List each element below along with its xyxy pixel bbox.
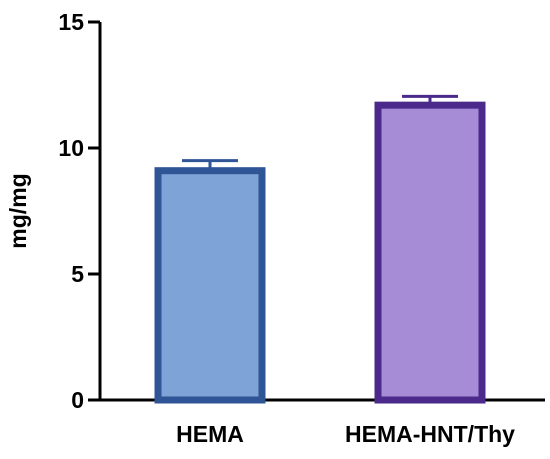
- x-tick-labels: HEMA HEMA-HNT/Thy: [176, 421, 515, 447]
- bar: [154, 167, 266, 404]
- y-tick-label: 0: [71, 387, 84, 413]
- y-ticks: 0 5 10 15: [58, 9, 100, 413]
- y-tick-label: 15: [58, 9, 84, 35]
- bar: [374, 101, 486, 404]
- x-tick-label: HEMA-HNT/Thy: [345, 421, 515, 447]
- x-tick-label: HEMA: [176, 421, 244, 447]
- y-axis-title: mg/mg: [5, 173, 31, 248]
- bars: [154, 94, 486, 404]
- y-tick-label: 5: [71, 261, 84, 287]
- y-tick-label: 10: [58, 135, 84, 161]
